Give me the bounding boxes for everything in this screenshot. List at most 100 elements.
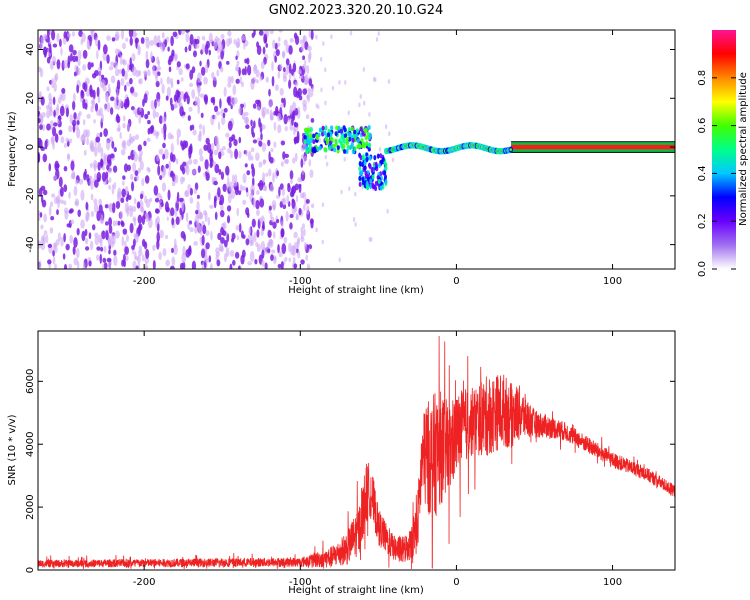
spectrogram-noise-dot (268, 168, 272, 177)
spectrogram-noise-dot (125, 196, 129, 202)
spectrogram-noise-dot (134, 170, 139, 176)
spectrogram-noise-dot (227, 147, 232, 154)
spectrogram-noise-dot (250, 147, 255, 153)
spectrogram-noise-dot (38, 66, 42, 73)
spectrogram-noise-dot (246, 64, 252, 76)
spectrogram-noise-dot (281, 50, 286, 59)
spectrogram-noise-dot (38, 152, 41, 163)
spectrogram-noise-dot (69, 234, 73, 244)
spectrogram-noise-dot (100, 246, 104, 252)
spectrogram-noise-dot (48, 92, 52, 102)
spectrogram-noise-dot (67, 153, 70, 162)
spectrogram-noise-dot (139, 160, 144, 171)
spectrogram-noise-dot (228, 141, 232, 149)
spectrogram-noise-dot (73, 257, 79, 266)
spectrogram-noise-dot (242, 199, 247, 205)
y-tick-label: 4000 (25, 431, 36, 456)
spectrogram-noise-dot (69, 114, 73, 124)
spectrogram-sparse-dot (321, 202, 325, 208)
spectrogram-noise-dot (72, 123, 76, 133)
spectrogram-noise-dot (165, 95, 169, 101)
spectrogram-noise-dot (135, 174, 139, 182)
spectrogram-noise-dot (170, 142, 174, 154)
spectrogram-noise-dot (294, 35, 300, 45)
spectrogram-noise-dot (85, 211, 90, 222)
spectrogram-noise-dot (63, 207, 69, 214)
spectrogram-noise-dot (77, 209, 82, 217)
spectrogram-noise-dot (253, 232, 257, 243)
spectrogram-noise-dot (249, 250, 255, 262)
spectrogram-noise-dot (126, 234, 129, 242)
spectrogram-noise-dot (159, 229, 164, 239)
spectrogram-noise-dot (271, 75, 275, 87)
spectrogram-noise-dot (59, 105, 65, 117)
onset-blob (304, 145, 309, 151)
spectrogram-noise-dot (290, 178, 293, 185)
spectrogram-noise-dot (252, 177, 255, 186)
spectrogram-noise-dot (234, 148, 239, 160)
spectrogram-noise-dot (155, 208, 159, 214)
spectrogram-noise-dot (70, 173, 74, 180)
onset-blob (346, 145, 350, 150)
spectrogram-noise-dot (266, 108, 270, 115)
spectrogram-noise-dot (207, 216, 211, 226)
spectrogram-noise-dot (305, 254, 309, 261)
spectrogram-noise-dot (121, 58, 126, 65)
spectrogram-y-label: Frequency (Hz) (7, 111, 18, 187)
spectrogram-noise-dot (149, 40, 154, 47)
spectrogram-noise-dot (194, 43, 200, 49)
spectrogram-noise-dot (166, 216, 170, 221)
spectrogram-noise-dot (198, 123, 203, 130)
spectrogram-noise-dot (103, 128, 108, 137)
onset-blob (364, 135, 368, 141)
spectrogram-noise-dot (53, 82, 57, 92)
dip-blob (361, 179, 365, 186)
spectrogram-noise-dot (60, 136, 65, 144)
spectrogram-noise-dot (203, 144, 208, 152)
spectrogram-noise-dot (298, 95, 303, 101)
spectrogram-noise-dot (108, 203, 113, 211)
spectrogram-noise-dot (189, 187, 193, 196)
spectrogram-noise-dot (213, 197, 217, 209)
spectrogram-noise-dot (227, 120, 233, 131)
spectrogram-noise-dot (54, 133, 59, 143)
spectrogram-noise-dot (53, 122, 58, 127)
spectrogram-noise-dot (203, 209, 207, 216)
spectrogram-noise-dot (123, 163, 129, 173)
spectrogram-noise-dot (139, 193, 144, 200)
spectrogram-noise-dot (91, 73, 97, 79)
spectrogram-noise-dot (126, 63, 130, 73)
spectrogram-noise-dot (196, 200, 200, 212)
spectrogram-noise-dot (251, 131, 256, 138)
x-tick-label: -100 (289, 276, 312, 287)
spectrogram-noise-dot (176, 90, 181, 97)
spectrogram-noise-dot (60, 236, 64, 247)
spectrogram-noise-dot (102, 85, 107, 92)
spectrogram-noise-dot (275, 49, 280, 57)
spectrogram-noise-dot (261, 249, 265, 259)
colorbar-ticks: 0.0 0.2 0.4 0.6 0.8 (697, 70, 736, 277)
spectrogram-noise-dot (73, 185, 78, 196)
spectrogram-noise-dot (71, 31, 76, 37)
spectrogram-noise-dot (82, 49, 88, 59)
spectrogram-noise-dot (86, 113, 91, 119)
spectrogram-noise-dot (218, 200, 222, 206)
dip-blob (384, 165, 388, 172)
spectrogram-noise-dot (84, 102, 88, 110)
spectrogram-noise-dot (200, 66, 206, 76)
spectrogram-noise-dot (85, 201, 89, 211)
spectrogram-noise-dot (302, 35, 306, 46)
spectrogram-sparse-dot (304, 59, 307, 65)
spectrogram-noise-dot (74, 124, 79, 131)
dip-blob (369, 178, 373, 184)
spectrogram-noise-dot (86, 39, 90, 50)
spectrogram-noise-dot (208, 191, 211, 201)
spectrogram-noise-dot (56, 103, 59, 111)
spectrogram-noise-dot (298, 184, 302, 194)
spectrogram-noise-dot (288, 79, 292, 89)
colorbar-tick-label: 0.6 (697, 118, 708, 134)
spectrogram-noise-dot (261, 172, 266, 182)
spectrogram-noise-dot (197, 165, 201, 173)
spectrogram-noise-dot (300, 158, 304, 168)
spectrogram-noise-dot (106, 102, 111, 113)
